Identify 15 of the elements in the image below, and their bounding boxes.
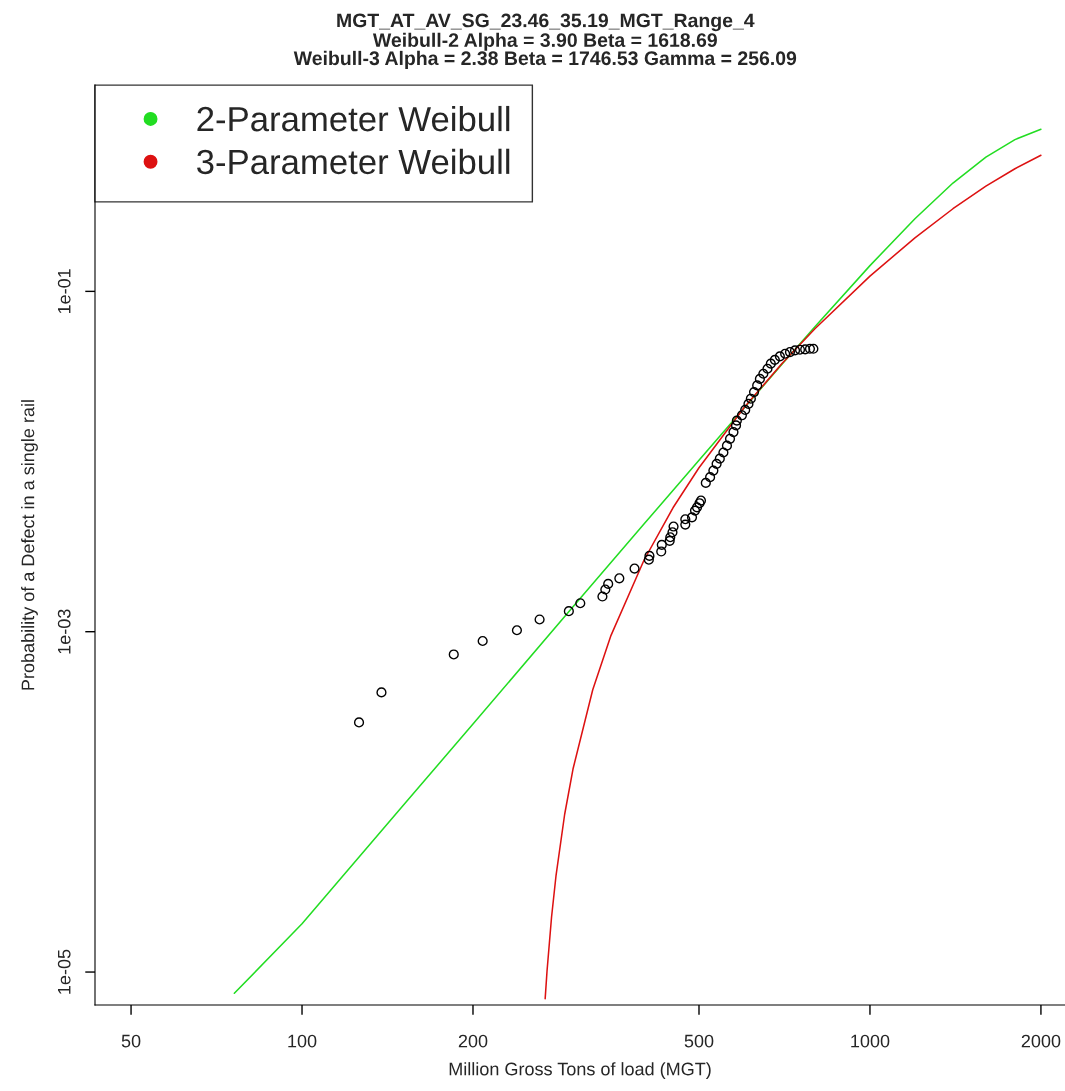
x-axis-title: Million Gross Tons of load (MGT) — [449, 1062, 711, 1079]
x-tick-label: 2000 — [1021, 1034, 1061, 1048]
y-tick-label: 1e-01 — [57, 269, 71, 314]
legend-label: 2-Parameter Weibull — [197, 105, 510, 132]
chart-subtitle: Weibull-2 Alpha = 3.90 Beta = 1618.69 Weibull-3 Alpha = 2.38 Beta = 1746.53 Gamma = 256.09 — [293, 32, 797, 69]
y-axis-title: Probability of a Defect in a single rail — [21, 400, 38, 690]
chart-title: MGT_AT_AV_SG_23.46_35.19_MGT_Range_4 — [337, 13, 755, 32]
x-tick-label: 500 — [684, 1034, 714, 1048]
y-tick-label: 1e-03 — [57, 609, 71, 654]
x-tick-label: 100 — [288, 1034, 317, 1048]
y-tick-label: 1e-05 — [57, 949, 71, 994]
x-tick-label: 200 — [458, 1034, 488, 1048]
x-tick-label: 50 — [121, 1034, 141, 1048]
legend-label: 3-Parameter Weibull — [197, 148, 510, 175]
x-tick-label: 1000 — [851, 1034, 890, 1048]
